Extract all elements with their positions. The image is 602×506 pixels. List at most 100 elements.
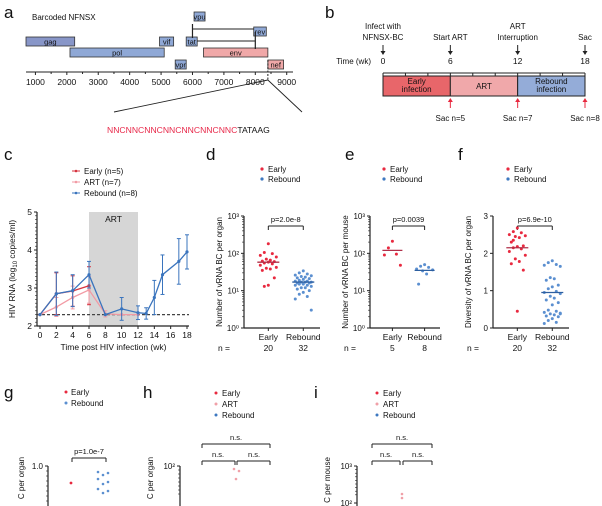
barcode-fixed-part: TATAAG [237,125,270,135]
gene-vif-box [159,36,175,47]
data-point [264,257,268,261]
ns-label: n.s. [380,450,392,459]
legend-label: Early [222,389,240,398]
x-tick-label: Rebound [407,332,442,342]
x-tick-label: Early [383,332,403,342]
data-point [274,265,278,269]
y-tick-label: 0 [484,324,489,333]
data-point [96,470,100,474]
legend-dot [506,177,510,181]
n-value: 5 [390,343,395,353]
gene-vpr-label: vpr [175,61,186,70]
data-point [398,263,402,267]
data-point [301,277,305,281]
panel-label-f: f [458,145,463,164]
gene-nef-label: nef [271,61,282,70]
data-point [425,272,429,276]
data-point [262,284,266,288]
data-point [293,283,297,287]
data-point [101,473,105,477]
data-point [546,308,550,312]
data-point [266,283,270,287]
data-point [274,255,278,259]
data-point [268,258,272,262]
y-tick-label: 2 [484,249,489,258]
event-label: Start ART [433,33,468,42]
ns-label: n.s. [230,433,242,442]
data-point [303,275,307,279]
data-point [297,292,301,296]
gene-pol-box [69,47,165,58]
sac-label: Sac n=5 [436,114,466,123]
legend-dot [214,402,218,406]
data-point [270,262,274,266]
panel-a-title: Barcoded NFNSX [32,13,96,22]
legend-dot [506,167,510,171]
data-point [550,317,554,321]
data-point [554,320,558,324]
barcode-sequence: NNCNNCNNCNNCNNCNNCNNCTATAAG [107,125,270,135]
gene-rev-box [253,26,267,37]
data-point [120,307,124,311]
y-axis-label: Number of vRNA BC per mouse [341,215,350,329]
legend-label: Rebound [222,411,254,420]
data-point [544,278,548,282]
x-tick-label: Rebound [286,332,321,342]
panel-label-g: g [4,383,13,402]
legend-label: ART [383,400,399,409]
data-point [309,308,313,312]
data-point [260,268,264,272]
data-point [554,309,558,313]
data-point [552,313,556,317]
a-axis-tick-label: 7000 [214,77,233,87]
time-axis-label: Time (wk) [336,57,371,66]
x-tick-label: Rebound [535,332,570,342]
legend-label: Early [390,165,408,174]
data-point [542,263,546,267]
data-point [305,272,309,276]
x-tick-label: Early [508,332,528,342]
data-point [542,322,546,326]
gene-env-label: env [230,49,242,58]
event-arrow-head [582,51,588,55]
data-point [96,487,100,491]
sac-arrow-head [447,98,453,102]
n-value: 8 [422,343,427,353]
data-point [258,263,262,267]
legend-label: ART (n=7) [84,178,121,187]
event-arrow-head [380,51,386,55]
y-tick-label: 10¹ [227,287,239,296]
data-point [523,234,527,238]
n-value: 20 [513,343,523,353]
y-tick-label: 10⁰ [227,324,239,333]
data-point [295,276,299,280]
panel-label-d: d [206,145,215,164]
gene-gag-box [25,36,76,47]
n-label: n = [218,343,230,353]
data-point [305,283,309,287]
panel-label-a: a [4,3,14,22]
legend-dot [375,413,379,417]
ns-label: n.s. [248,450,260,459]
phase-box [517,75,586,97]
phase-label: infection [536,85,566,94]
time-tick-label: 18 [580,56,590,66]
legend-label: Early [71,388,89,397]
data-point [556,283,560,287]
sac-arrow-head [515,98,521,102]
data-point [262,251,266,255]
data-point [160,273,165,277]
legend-label: Rebound [390,175,422,184]
data-point [548,312,552,316]
gene-rev-label: rev [255,28,266,37]
data-point [400,496,404,500]
a-axis-tick-label: 5000 [152,77,171,87]
y-tick-label: 10¹ [353,287,365,296]
panel-label-h: h [143,383,152,402]
data-point [509,262,513,266]
gene-env-box [203,47,269,58]
data-point [511,238,515,242]
data-point [264,266,268,270]
phase-label: ART [476,82,492,91]
